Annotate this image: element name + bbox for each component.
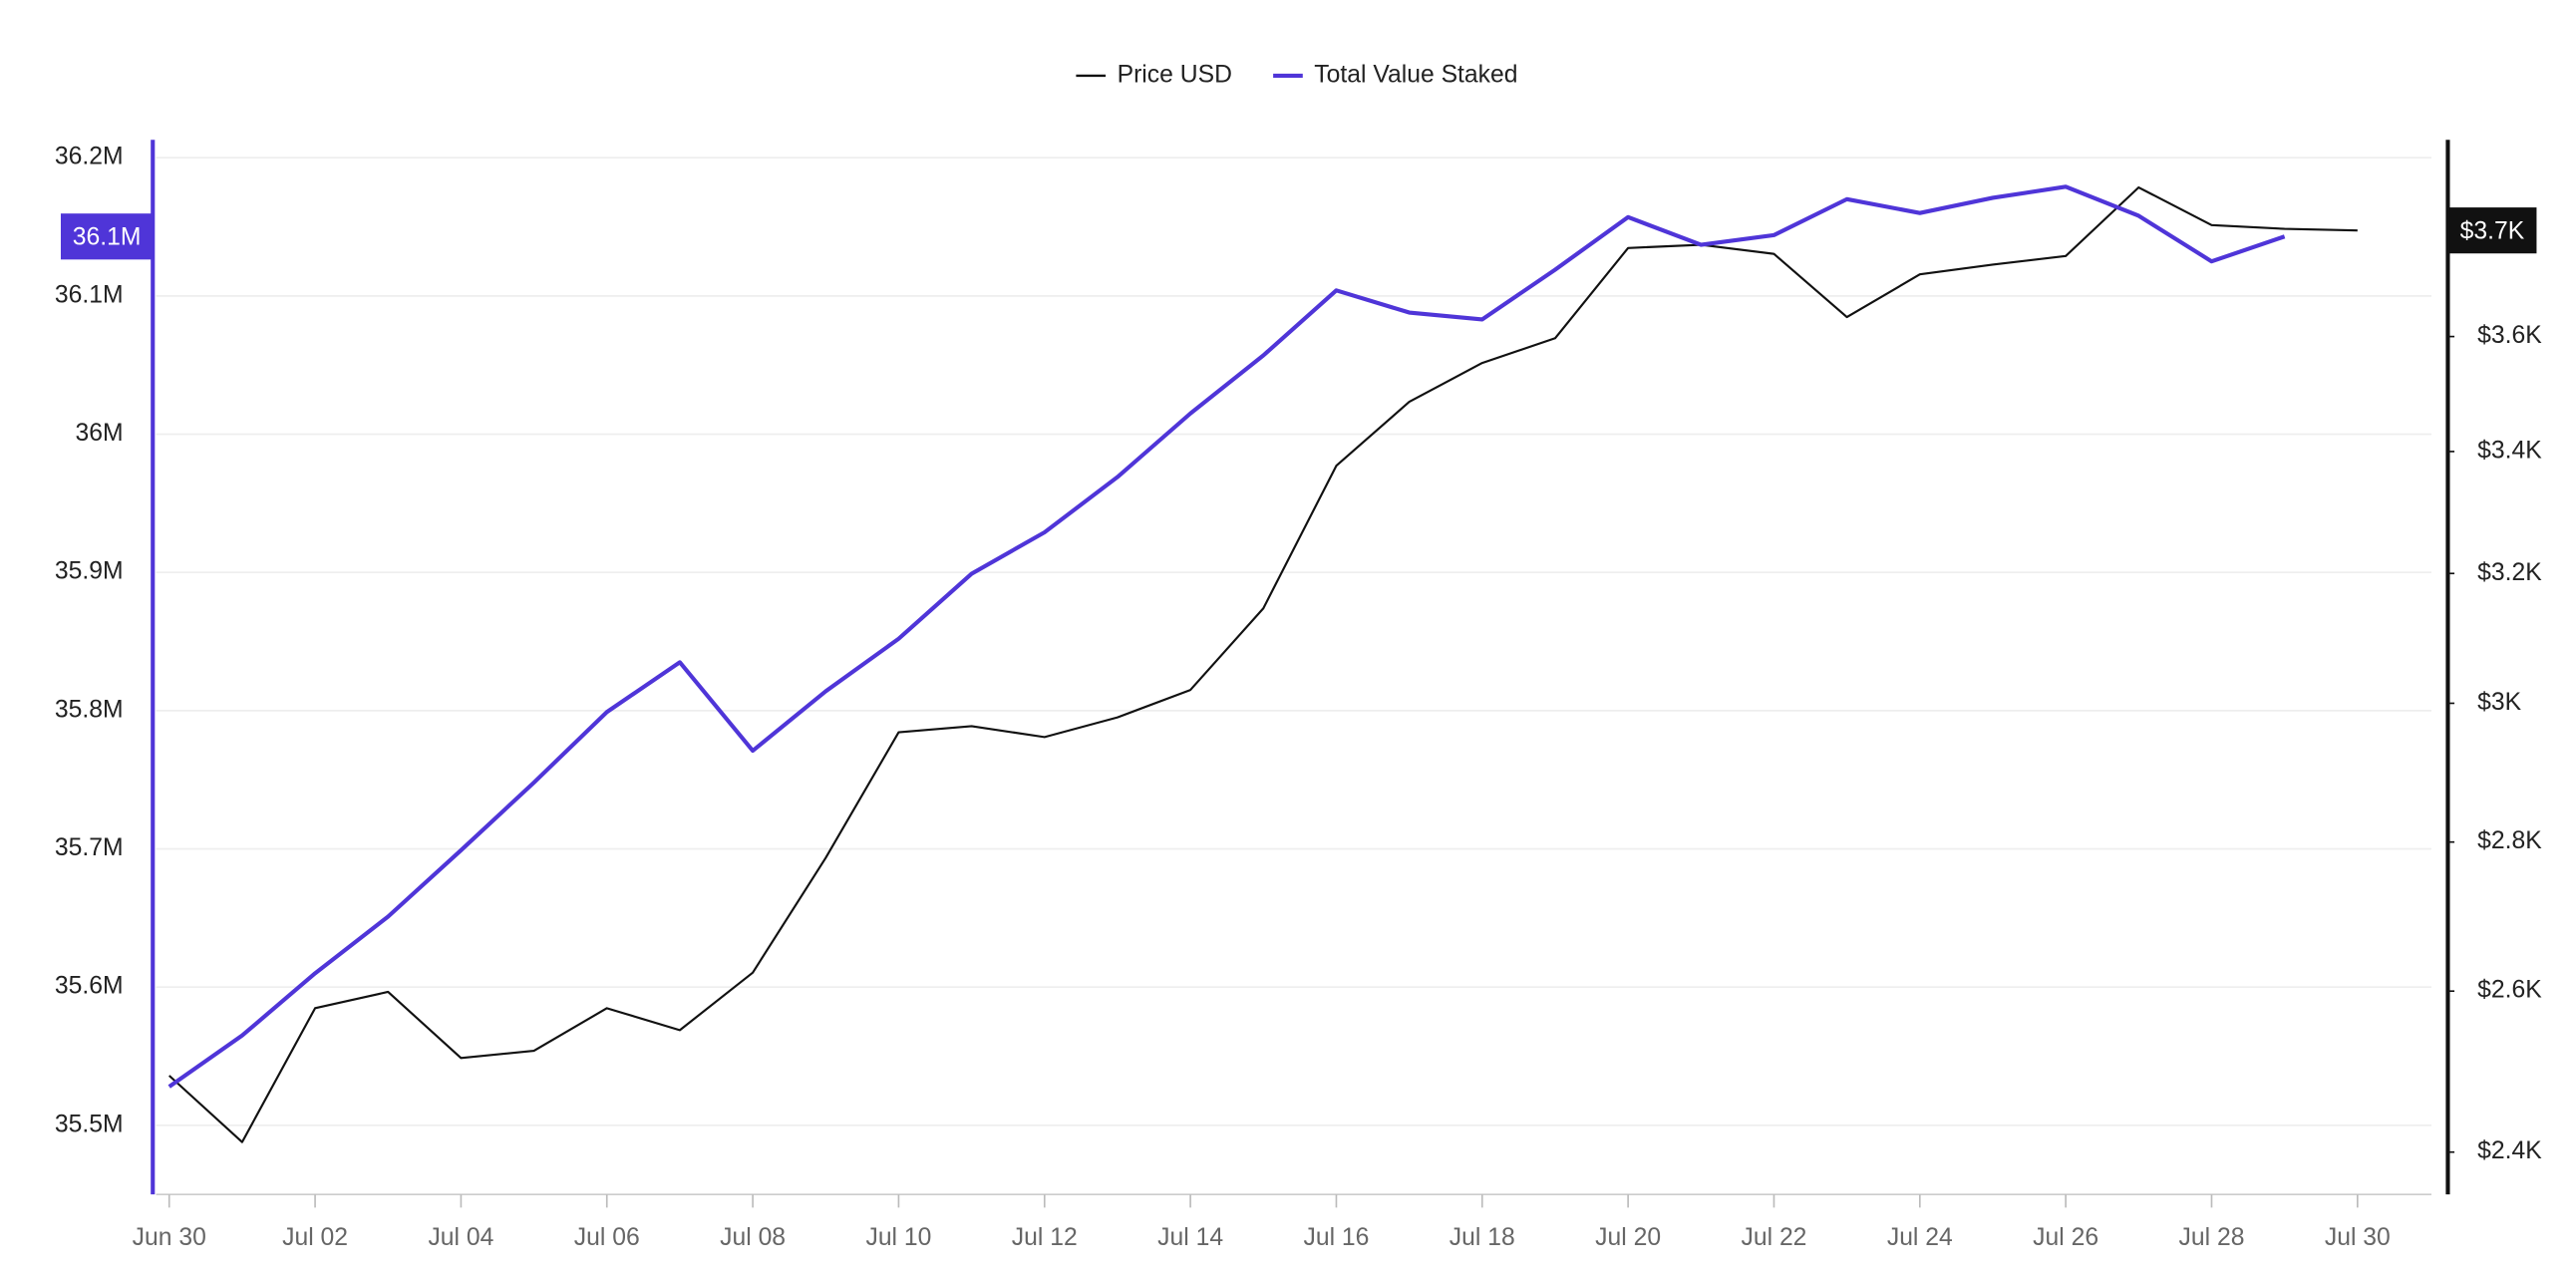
y2-tick-label: $3.2K bbox=[2477, 559, 2542, 586]
y-tick-label: 35.6M bbox=[55, 973, 124, 1000]
series-line bbox=[167, 184, 2286, 1089]
legend: Price USD Total Value Staked bbox=[1076, 61, 1517, 88]
y2-tick-label: $3.4K bbox=[2477, 437, 2542, 464]
x-tick-label: Jul 24 bbox=[1887, 1224, 1953, 1251]
y2-tick-label: $2.4K bbox=[2477, 1137, 2542, 1164]
left-badge-label: 36.1M bbox=[73, 223, 142, 250]
x-tick-label: Jul 20 bbox=[1595, 1224, 1661, 1251]
x-tick-label: Jul 08 bbox=[720, 1224, 786, 1251]
y2-tick-label: $3K bbox=[2477, 689, 2521, 716]
x-tick-label: Jul 02 bbox=[282, 1224, 348, 1251]
y2-tick-label: $2.6K bbox=[2477, 977, 2542, 1004]
y-tick-label: 35.9M bbox=[55, 558, 124, 585]
x-tick-label: Jul 10 bbox=[865, 1224, 931, 1251]
y-tick-label: 35.7M bbox=[55, 834, 124, 861]
y-tick-label: 36.1M bbox=[55, 281, 124, 308]
y-tick-label: 36M bbox=[76, 420, 124, 447]
y2-tick-label: $2.8K bbox=[2477, 827, 2542, 854]
x-tick-label: Jul 16 bbox=[1303, 1224, 1369, 1251]
legend-label: Total Value Staked bbox=[1314, 61, 1517, 88]
legend-label: Price USD bbox=[1118, 61, 1232, 88]
y-tick-label: 35.5M bbox=[55, 1111, 124, 1137]
y2-tick-label: $3.6K bbox=[2477, 322, 2542, 349]
x-tick-label: Jul 22 bbox=[1742, 1224, 1807, 1251]
y-tick-label: 35.8M bbox=[55, 696, 124, 723]
right-badge-label: $3.7K bbox=[2460, 217, 2525, 244]
x-tick-label: Jul 18 bbox=[1449, 1224, 1515, 1251]
right-badge bbox=[2449, 207, 2537, 254]
x-tick-label: Jul 14 bbox=[1157, 1224, 1223, 1251]
y-tick-label: 36.2M bbox=[55, 144, 124, 170]
series-line bbox=[168, 185, 2358, 1143]
x-tick-label: Jun 30 bbox=[133, 1224, 206, 1251]
x-tick-label: Jul 28 bbox=[2179, 1224, 2245, 1251]
x-tick-label: Jul 30 bbox=[2325, 1224, 2391, 1251]
x-tick-label: Jul 26 bbox=[2033, 1224, 2098, 1251]
x-tick-label: Jul 06 bbox=[574, 1224, 640, 1251]
x-tick-label: Jul 12 bbox=[1012, 1224, 1078, 1251]
left-badge bbox=[60, 213, 154, 260]
x-tick-label: Jul 04 bbox=[428, 1224, 493, 1251]
